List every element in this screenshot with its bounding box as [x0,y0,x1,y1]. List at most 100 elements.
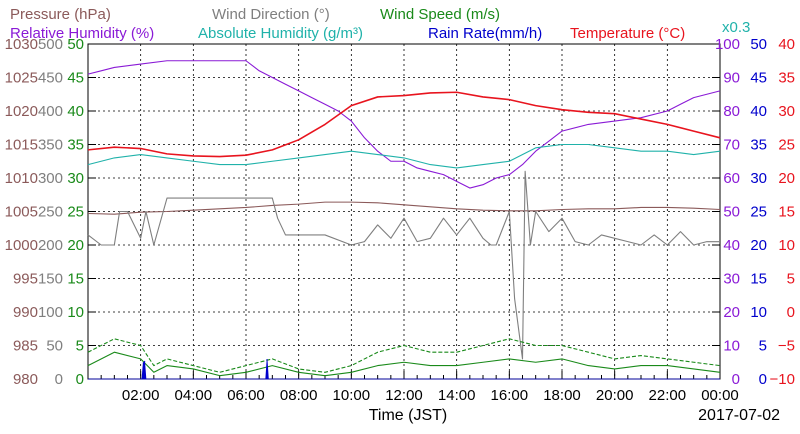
rain-point [266,358,268,361]
rain-point [142,362,144,364]
y-tick-label-wind-speed: 20 [67,237,84,254]
y-tick-label-relative-humidity: 50 [723,204,740,221]
legend-relative-humidity: Relative Humidity (%) [10,25,154,42]
y-tick-label-relative-humidity: 40 [723,237,740,254]
y-tick-label-pressure: 1000 [5,237,38,254]
y-tick-label-temperature: 5 [787,271,795,288]
series-temperature-c [87,91,721,158]
legend-x-factor: x0.3 [722,19,750,36]
y-tick-label-relative-humidity: 100 [715,36,740,53]
y-tick-label-temperature: 0 [787,304,795,321]
legend-absolute-humidity: Absolute Humidity (g/m³) [198,25,363,42]
y-tick-label-temperature: 30 [778,103,795,120]
y-tick-label-rain-rate: 25 [750,204,767,221]
series-absolute-humidity-g-m [87,143,721,169]
series-wind-direction [87,170,720,360]
y-tick-label-relative-humidity: 20 [723,304,740,321]
y-tick-label-relative-humidity: 0 [732,371,740,388]
y-tick-label-wind-direction: 450 [38,70,63,87]
y-tick-label-wind-direction: 300 [38,170,63,187]
y-tick-label-rain-rate: 5 [759,338,767,355]
y-tick-label-rain-rate: 0 [759,371,767,388]
y-tick-label-pressure: 1020 [5,103,38,120]
y-tick-label-wind-direction: 500 [38,36,63,53]
y-tick-label-temperature: 10 [778,237,795,254]
y-tick-label-relative-humidity: 80 [723,103,740,120]
y-tick-label-wind-speed: 40 [67,103,84,120]
x-tick-label: 12:00 [385,387,423,404]
y-tick-label-relative-humidity: 70 [723,137,740,154]
y-tick-label-wind-speed: 10 [67,304,84,321]
y-tick-label-relative-humidity: 10 [723,338,740,355]
x-tick-label: 08:00 [280,387,318,404]
y-tick-label-pressure: 1005 [5,204,38,221]
x-axis-title: Time (JST) [369,407,448,424]
y-tick-label-temperature: 25 [778,137,795,154]
axis-ticks [88,43,721,380]
legend-wind-speed: Wind Speed (m/s) [380,6,500,23]
x-tick-label: 02:00 [122,387,160,404]
y-tick-label-wind-direction: 400 [38,103,63,120]
y-tick-label-rain-rate: 10 [750,304,767,321]
x-tick-label: 10:00 [333,387,371,404]
x-tick-label: 06:00 [227,387,265,404]
y-tick-label-rain-rate: 20 [750,237,767,254]
y-tick-label-rain-rate: 35 [750,137,767,154]
y-tick-label-pressure: 990 [13,304,38,321]
series-pressure-hpa [87,201,721,215]
y-tick-label-wind-direction: 250 [38,204,63,221]
y-tick-label-pressure: 995 [13,271,38,288]
y-tick-label-wind-direction: 100 [38,304,63,321]
y-tick-label-temperature: 20 [778,170,795,187]
series-wind-speed-max-m-s [87,338,721,373]
y-tick-label-wind-direction: 150 [38,271,63,288]
x-tick-label: 16:00 [491,387,529,404]
y-tick-label-pressure: 1025 [5,70,38,87]
y-tick-label-rain-rate: 45 [750,70,767,87]
y-tick-label-rain-rate: 40 [750,103,767,120]
x-tick-label: 18:00 [543,387,581,404]
legend-rain-rate: Rain Rate(mm/h) [428,25,542,42]
y-tick-label-pressure: 980 [13,371,38,388]
right-axes: 1009080706050403020100504540353025201510… [715,36,795,388]
y-tick-label-wind-speed: 5 [76,338,84,355]
date-label: 2017-07-02 [698,407,780,424]
rain-point [144,360,146,363]
y-tick-label-relative-humidity: 30 [723,271,740,288]
y-tick-label-wind-speed: 35 [67,137,84,154]
x-tick-label: 04:00 [175,387,213,404]
y-tick-label-rain-rate: 15 [750,271,767,288]
x-tick-label: 22:00 [649,387,687,404]
legend-pressure: Pressure (hPa) [10,6,111,23]
legend-temperature: Temperature (°C) [570,25,685,42]
x-axis: 02:00 04:00 06:00 08:00 10:00 12:00 14:00 16:00… [122,387,739,404]
y-tick-label-pressure: 1030 [5,36,38,53]
y-tick-label-temperature: 40 [778,36,795,53]
y-tick-label-pressure: 1010 [5,170,38,187]
left-axes: 1030102510201015101010051000995990985980… [5,36,84,388]
y-tick-label-temperature: 35 [778,70,795,87]
series-group [87,60,721,380]
y-tick-label-temperature: −10 [770,371,795,388]
series-wind-speed-m-s [87,351,721,377]
y-tick-label-pressure: 1015 [5,137,38,154]
y-tick-label-wind-speed: 45 [67,70,84,87]
y-tick-label-wind-speed: 0 [76,371,84,388]
y-tick-label-temperature: 15 [778,204,795,221]
y-tick-label-wind-speed: 15 [67,271,84,288]
x-tick-label: 00:00 [701,387,739,404]
y-tick-label-relative-humidity: 60 [723,170,740,187]
series-relative-humidity [87,60,721,189]
y-tick-label-wind-direction: 50 [46,338,63,355]
y-tick-label-temperature: −5 [778,338,795,355]
y-tick-label-wind-speed: 50 [67,36,84,53]
x-tick-label: 20:00 [596,387,634,404]
y-tick-label-wind-direction: 0 [55,371,63,388]
y-tick-label-wind-direction: 200 [38,237,63,254]
y-tick-label-wind-direction: 350 [38,137,63,154]
y-tick-label-rain-rate: 50 [750,36,767,53]
y-tick-label-relative-humidity: 90 [723,70,740,87]
y-tick-label-wind-speed: 30 [67,170,84,187]
y-tick-label-pressure: 985 [13,338,38,355]
